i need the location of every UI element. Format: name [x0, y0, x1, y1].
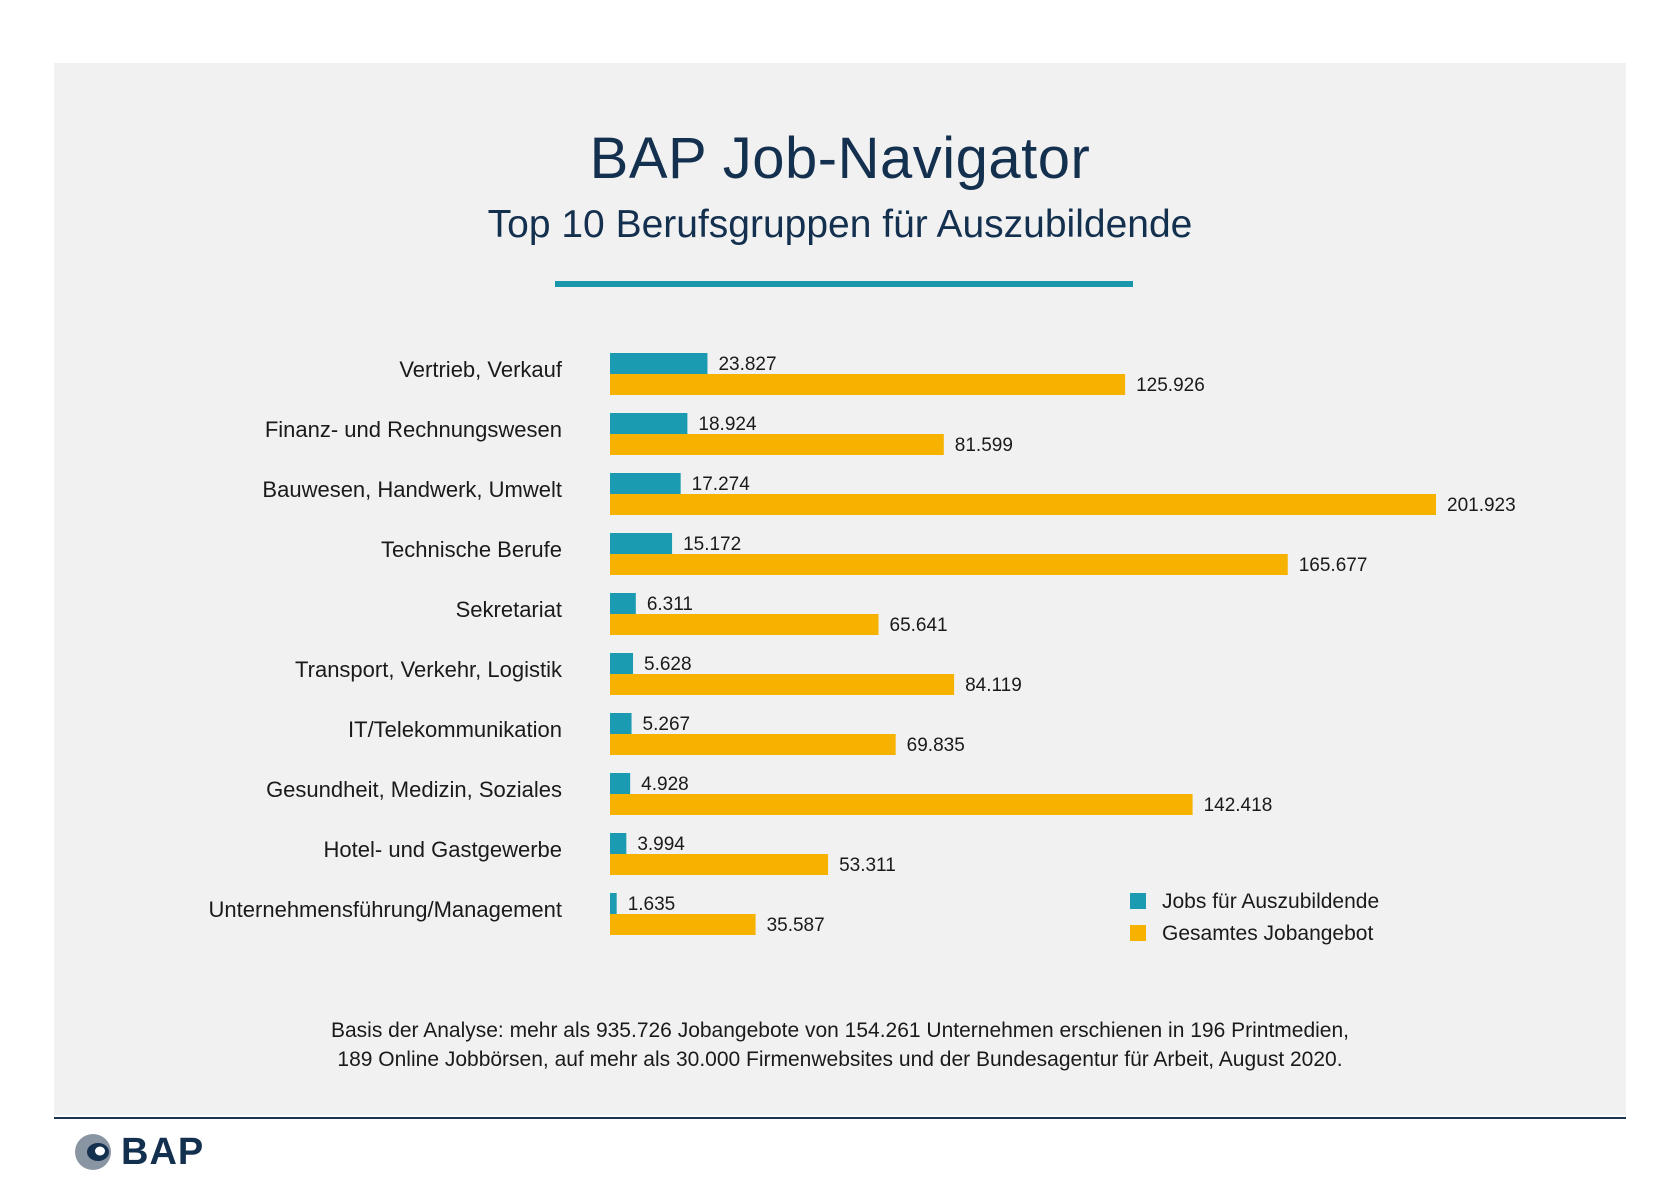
bap-logo: BAP [73, 1130, 204, 1174]
data-label: 17.274 [692, 474, 751, 495]
data-label: 53.311 [839, 855, 896, 876]
bar-apprentice-jobs [610, 893, 617, 914]
bottom-divider [54, 1117, 1626, 1119]
bar-total-jobs [610, 674, 955, 695]
bar-total-jobs [610, 554, 1288, 575]
bar-total-jobs [610, 734, 896, 755]
bar-total-jobs [610, 614, 879, 635]
data-label: 81.599 [955, 435, 1013, 456]
category-label: Bauwesen, Handwerk, Umwelt [262, 477, 562, 502]
bar-apprentice-jobs [610, 713, 632, 734]
bar-total-jobs [610, 494, 1436, 515]
legend-swatch [1130, 893, 1146, 909]
data-label: 165.677 [1299, 555, 1368, 576]
category-label: Sekretariat [456, 597, 562, 622]
bar-apprentice-jobs [610, 833, 627, 854]
data-label: 125.926 [1136, 375, 1205, 396]
category-label: Vertrieb, Verkauf [399, 357, 563, 382]
bar-total-jobs [610, 914, 756, 935]
category-label: IT/Telekommunikation [348, 717, 562, 742]
category-label: Technische Berufe [381, 537, 562, 562]
bar-total-jobs [610, 434, 944, 455]
data-label: 1.635 [628, 894, 676, 915]
data-label: 15.172 [683, 534, 741, 555]
bar-total-jobs [610, 374, 1126, 395]
category-label: Hotel- und Gastgewerbe [324, 837, 562, 862]
footnote-line-1: Basis der Analyse: mehr als 935.726 Joba… [331, 1019, 1349, 1042]
legend-swatch [1130, 925, 1146, 941]
bar-apprentice-jobs [610, 353, 708, 374]
category-label: Gesundheit, Medizin, Soziales [266, 777, 562, 802]
category-label: Transport, Verkehr, Logistik [295, 657, 563, 682]
category-label: Finanz- und Rechnungswesen [265, 417, 562, 442]
data-label: 201.923 [1447, 495, 1516, 516]
title-underline [555, 281, 1133, 287]
data-label: 69.835 [907, 735, 965, 756]
bar-apprentice-jobs [610, 473, 681, 494]
page-title: BAP Job-Navigator [589, 126, 1091, 191]
category-label: Unternehmensführung/Management [209, 897, 562, 922]
data-label: 65.641 [890, 615, 948, 636]
logo-text: BAP [121, 1130, 205, 1173]
data-label: 18.924 [698, 414, 757, 435]
data-label: 3.994 [637, 834, 685, 855]
bar-apprentice-jobs [610, 653, 634, 674]
data-label: 142.418 [1204, 795, 1273, 816]
footnote-line-2: 189 Online Jobbörsen, auf mehr als 30.00… [337, 1048, 1343, 1071]
bap-logo-icon [75, 1134, 111, 1170]
bar-apprentice-jobs [610, 533, 673, 554]
data-label: 35.587 [767, 915, 825, 936]
chart-panel [54, 63, 1626, 1115]
bar-total-jobs [610, 854, 829, 875]
bar-apprentice-jobs [610, 413, 688, 434]
data-label: 5.628 [644, 654, 692, 675]
bar-total-jobs [610, 794, 1193, 815]
page-subtitle: Top 10 Berufsgruppen für Auszubildende [487, 203, 1193, 246]
data-label: 84.119 [965, 675, 1022, 696]
legend-label: Gesamtes Jobangebot [1162, 922, 1373, 945]
bar-apprentice-jobs [610, 773, 631, 794]
data-label: 4.928 [641, 774, 689, 795]
bar-apprentice-jobs [610, 593, 636, 614]
data-label: 23.827 [718, 354, 776, 375]
data-label: 6.311 [647, 594, 693, 615]
legend-label: Jobs für Auszubildende [1162, 890, 1379, 913]
data-label: 5.267 [643, 714, 691, 735]
